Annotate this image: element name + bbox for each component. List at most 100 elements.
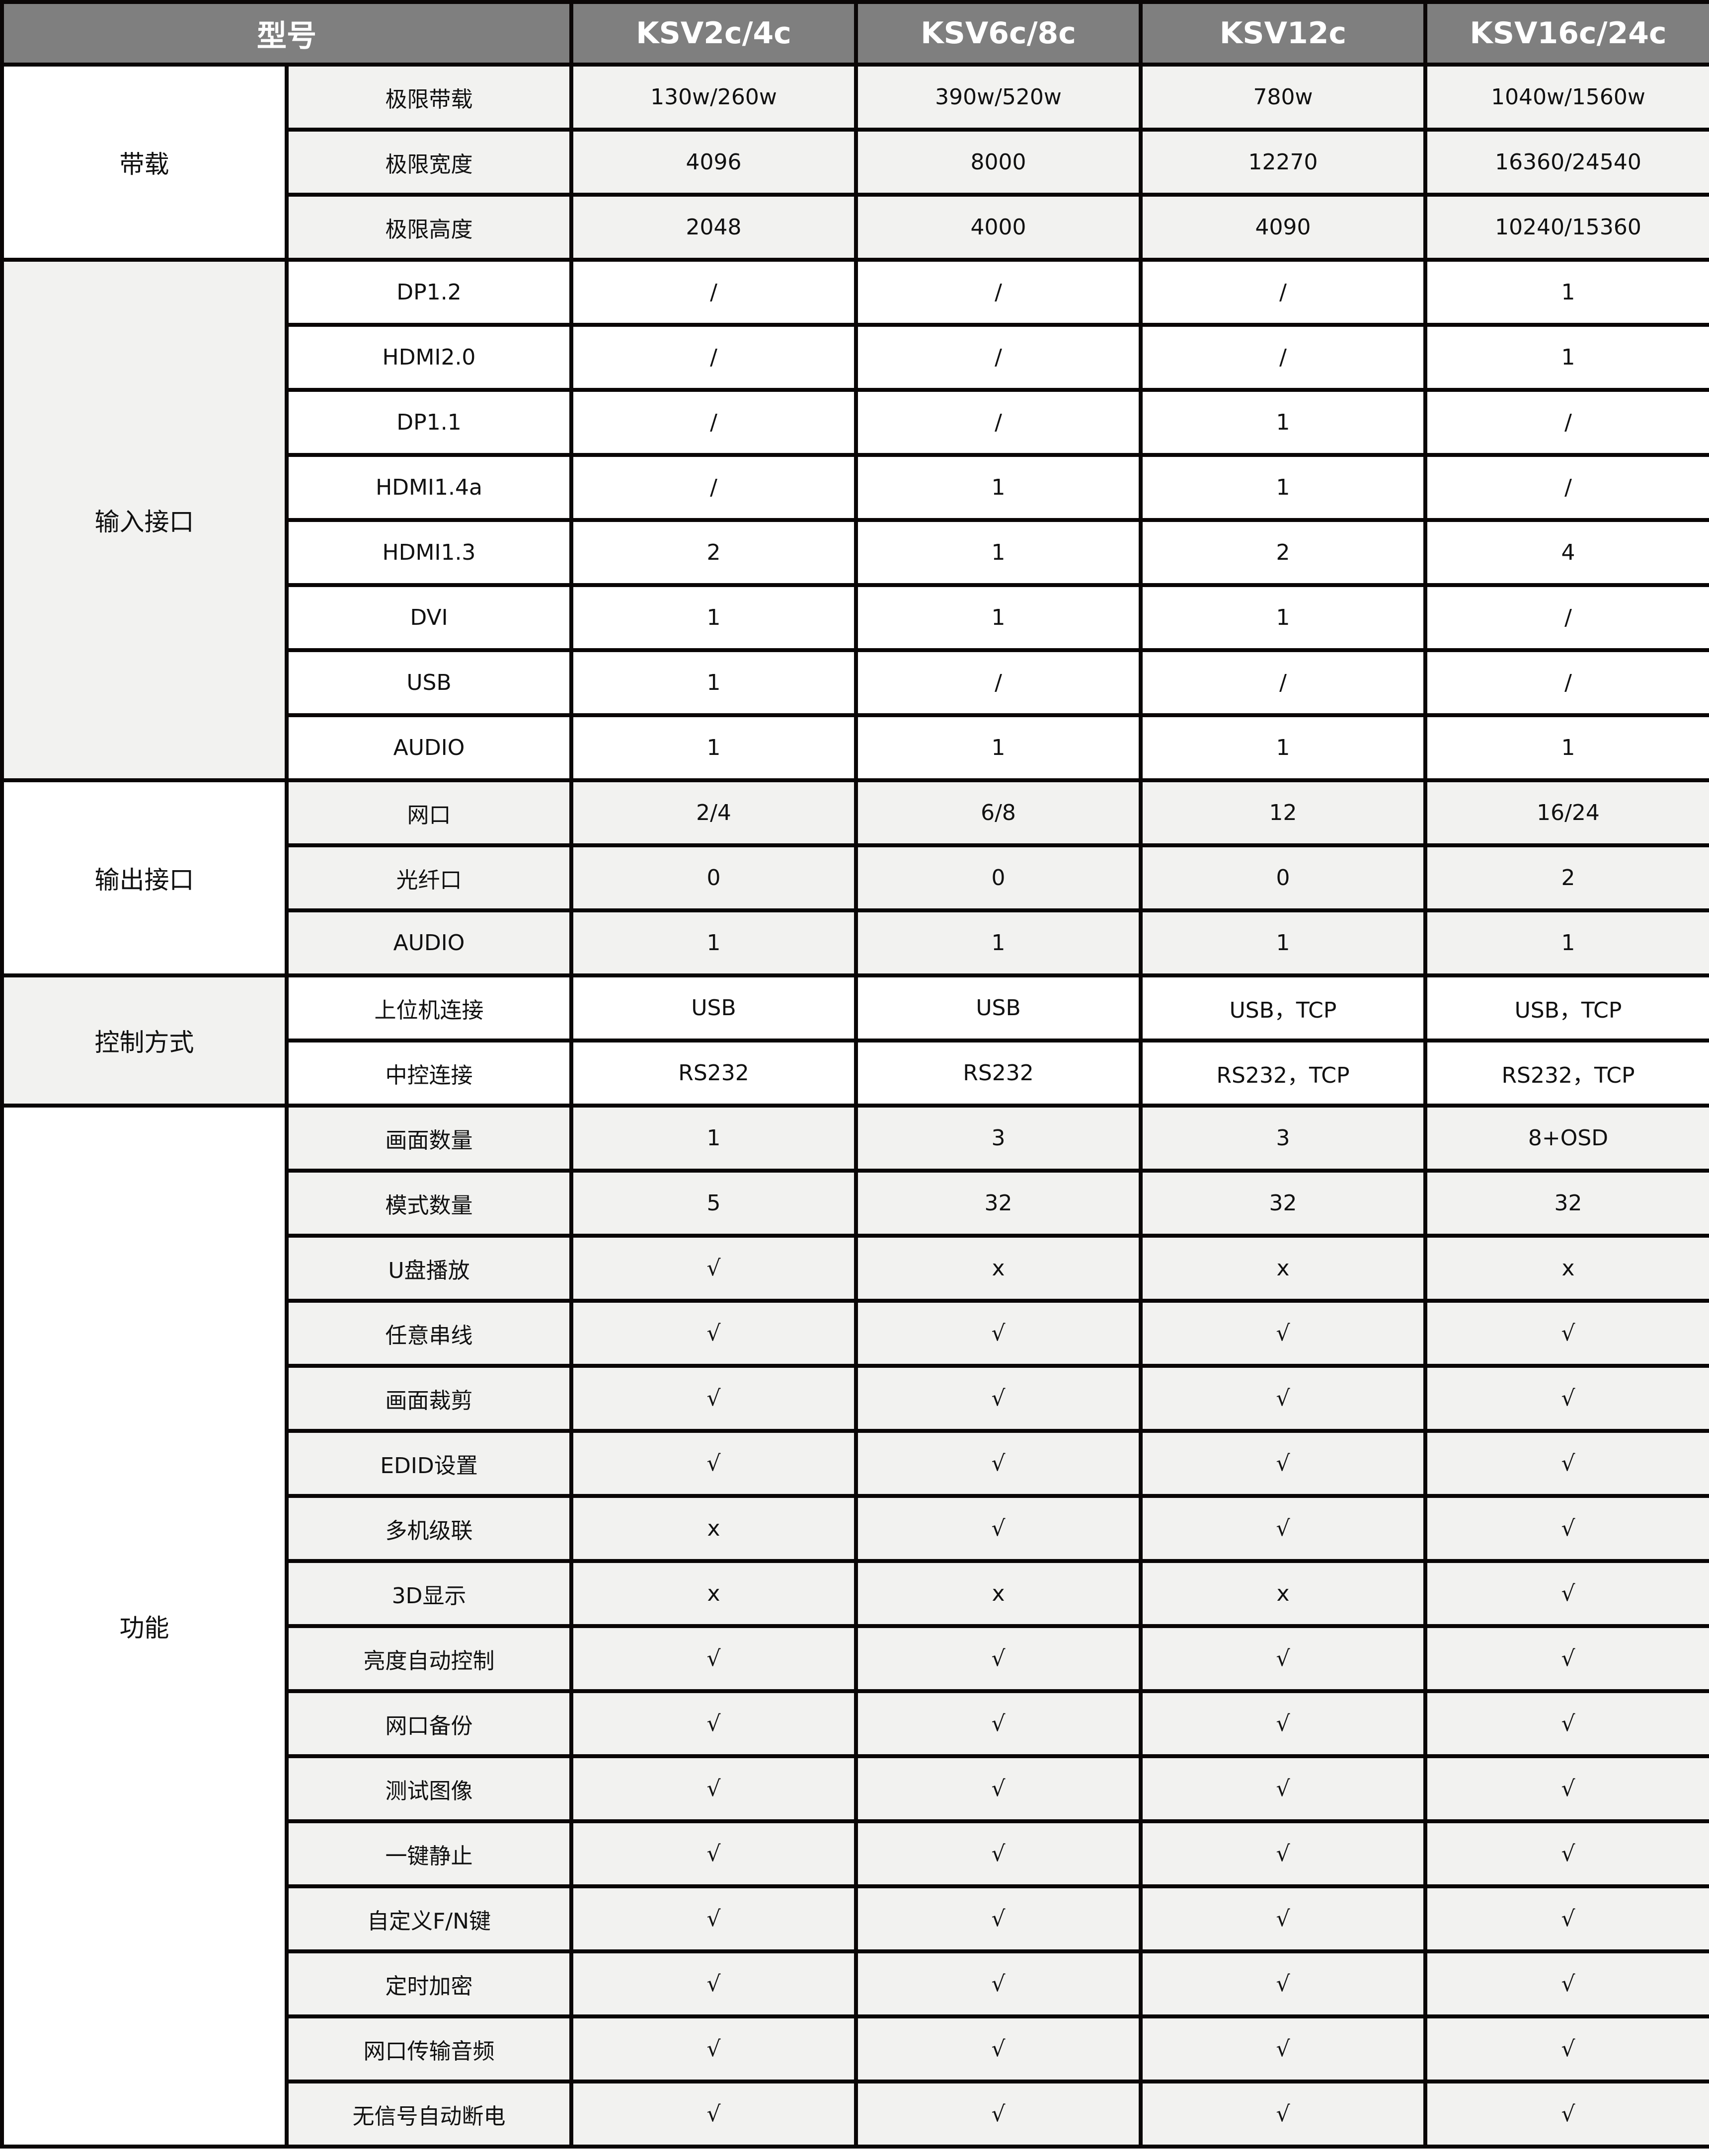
spec-value: √ <box>854 1299 1143 1368</box>
spec-name: EDID设置 <box>285 1429 573 1498</box>
spec-value: √ <box>1139 2014 1427 2083</box>
spec-value: 390w/520w <box>854 63 1143 132</box>
spec-name: 3D显示 <box>285 1559 573 1628</box>
group-label: 带载 <box>0 63 289 262</box>
spec-value: √ <box>1423 1949 1709 2018</box>
spec-value: √ <box>569 1754 858 1823</box>
spec-name: USB <box>285 648 573 717</box>
spec-value: √ <box>1423 1429 1709 1498</box>
spec-name: DP1.2 <box>285 258 573 327</box>
spec-value: USB，TCP <box>1139 973 1427 1042</box>
table-row: EDID设置 √ √ √ √ <box>2 1429 1709 1498</box>
spec-name: 无信号自动断电 <box>285 2080 573 2149</box>
table-row: U盘播放 √ x x x <box>2 1234 1709 1303</box>
spec-name: 自定义F/N键 <box>285 1884 573 1953</box>
spec-value: 6/8 <box>854 778 1143 847</box>
table-row: 模式数量 5 32 32 32 <box>2 1169 1709 1238</box>
spec-value: √ <box>1139 1429 1427 1498</box>
spec-value: / <box>1139 258 1427 327</box>
table-row: HDMI1.3 2 1 2 4 <box>2 518 1709 587</box>
spec-name: 一键静止 <box>285 1819 573 1888</box>
spec-value: 4090 <box>1139 193 1427 262</box>
spec-value: √ <box>1139 1949 1427 2018</box>
spec-value: √ <box>1139 1299 1427 1368</box>
group-label: 控制方式 <box>0 973 289 1108</box>
spec-value: x <box>569 1494 858 1563</box>
spec-value: 32 <box>854 1169 1143 1238</box>
spec-name: 网口 <box>285 778 573 847</box>
spec-value: 16/24 <box>1423 778 1709 847</box>
table-row: 输出接口 网口 2/4 6/8 12 16/24 <box>0 778 1709 977</box>
spec-value: / <box>1423 388 1709 457</box>
spec-value: USB <box>569 973 858 1042</box>
spec-value: 2 <box>1139 518 1427 587</box>
spec-value: 32 <box>1139 1169 1427 1238</box>
spec-value: 0 <box>854 843 1143 912</box>
spec-value: 16360/24540 <box>1423 128 1709 197</box>
spec-value: 0 <box>1139 843 1427 912</box>
spec-value: x <box>1423 1234 1709 1303</box>
spec-value: √ <box>569 2014 858 2083</box>
spec-value: √ <box>569 1884 858 1953</box>
spec-name: 极限高度 <box>285 193 573 262</box>
table-row: USB 1// / <box>2 648 1709 717</box>
spec-value: √ <box>1423 1559 1709 1628</box>
spec-value: 1 <box>569 713 858 782</box>
spec-value: 8000 <box>854 128 1143 197</box>
spec-value: 1 <box>1139 908 1427 977</box>
table-row: 一键静止 √ √ √ √ <box>2 1819 1709 1888</box>
spec-name: 网口传输音频 <box>285 2014 573 2083</box>
spec-value: √ <box>1139 1494 1427 1563</box>
spec-value: √ <box>1423 2080 1709 2149</box>
spec-value: √ <box>569 1299 858 1368</box>
spec-value: / <box>1423 453 1709 522</box>
spec-name: 上位机连接 <box>285 973 573 1042</box>
spec-value: / <box>854 258 1143 327</box>
spec-value: √ <box>569 1819 858 1888</box>
spec-value: √ <box>854 1819 1143 1888</box>
spec-value: / <box>569 258 858 327</box>
model-header: 型号 <box>0 0 573 67</box>
spec-value: / <box>1423 583 1709 652</box>
spec-name: 测试图像 <box>285 1754 573 1823</box>
spec-value: 1 <box>1423 713 1709 782</box>
spec-value: 8+OSD <box>1423 1104 1709 1173</box>
spec-value: / <box>854 388 1143 457</box>
spec-value: / <box>569 388 858 457</box>
spec-value: / <box>1423 648 1709 717</box>
table-row: 任意串线 √ √ √ √ <box>2 1299 1709 1368</box>
spec-body: 带载 极限带载 130w/260w 390w/520w 780w 1040w/1560w 极… <box>0 63 1709 2149</box>
spec-value: √ <box>854 1429 1143 1498</box>
spec-value: 1 <box>569 583 858 652</box>
spec-value: 2 <box>569 518 858 587</box>
table-row: 多机级联 x √ √ √ <box>2 1494 1709 1563</box>
table-row: AUDIO 1 1 1 1 <box>2 713 1709 782</box>
spec-value: √ <box>1139 1689 1427 1758</box>
table-row: 画面裁剪 √ √ √ √ <box>2 1364 1709 1433</box>
spec-value: √ <box>854 1624 1143 1693</box>
spec-name: 定时加密 <box>285 1949 573 2018</box>
spec-name: HDMI1.4a <box>285 453 573 522</box>
spec-name: 亮度自动控制 <box>285 1624 573 1693</box>
table-row: 带载 极限带载 130w/260w 390w/520w 780w 1040w/1560w <box>0 63 1709 262</box>
spec-value: 3 <box>1139 1104 1427 1173</box>
spec-value: 12270 <box>1139 128 1427 197</box>
spec-value: / <box>569 453 858 522</box>
table-row: DVI 1 1 1/ <box>2 583 1709 652</box>
table-row: AUDIO 1 1 1 1 <box>2 908 1709 977</box>
spec-value: √ <box>1423 1754 1709 1823</box>
spec-value: √ <box>1423 1299 1709 1368</box>
spec-value: RS232，TCP <box>1423 1039 1709 1108</box>
spec-name: 任意串线 <box>285 1299 573 1368</box>
spec-value: √ <box>854 1884 1143 1953</box>
spec-value: √ <box>569 1949 858 2018</box>
spec-value: / <box>1139 323 1427 392</box>
spec-name: 多机级联 <box>285 1494 573 1563</box>
group-label: 输入接口 <box>0 258 289 782</box>
spec-value: √ <box>854 1754 1143 1823</box>
spec-value: √ <box>1139 1364 1427 1433</box>
spec-value: √ <box>1423 1689 1709 1758</box>
spec-value: 12 <box>1139 778 1427 847</box>
spec-value: 1 <box>1139 713 1427 782</box>
spec-value: USB <box>854 973 1143 1042</box>
